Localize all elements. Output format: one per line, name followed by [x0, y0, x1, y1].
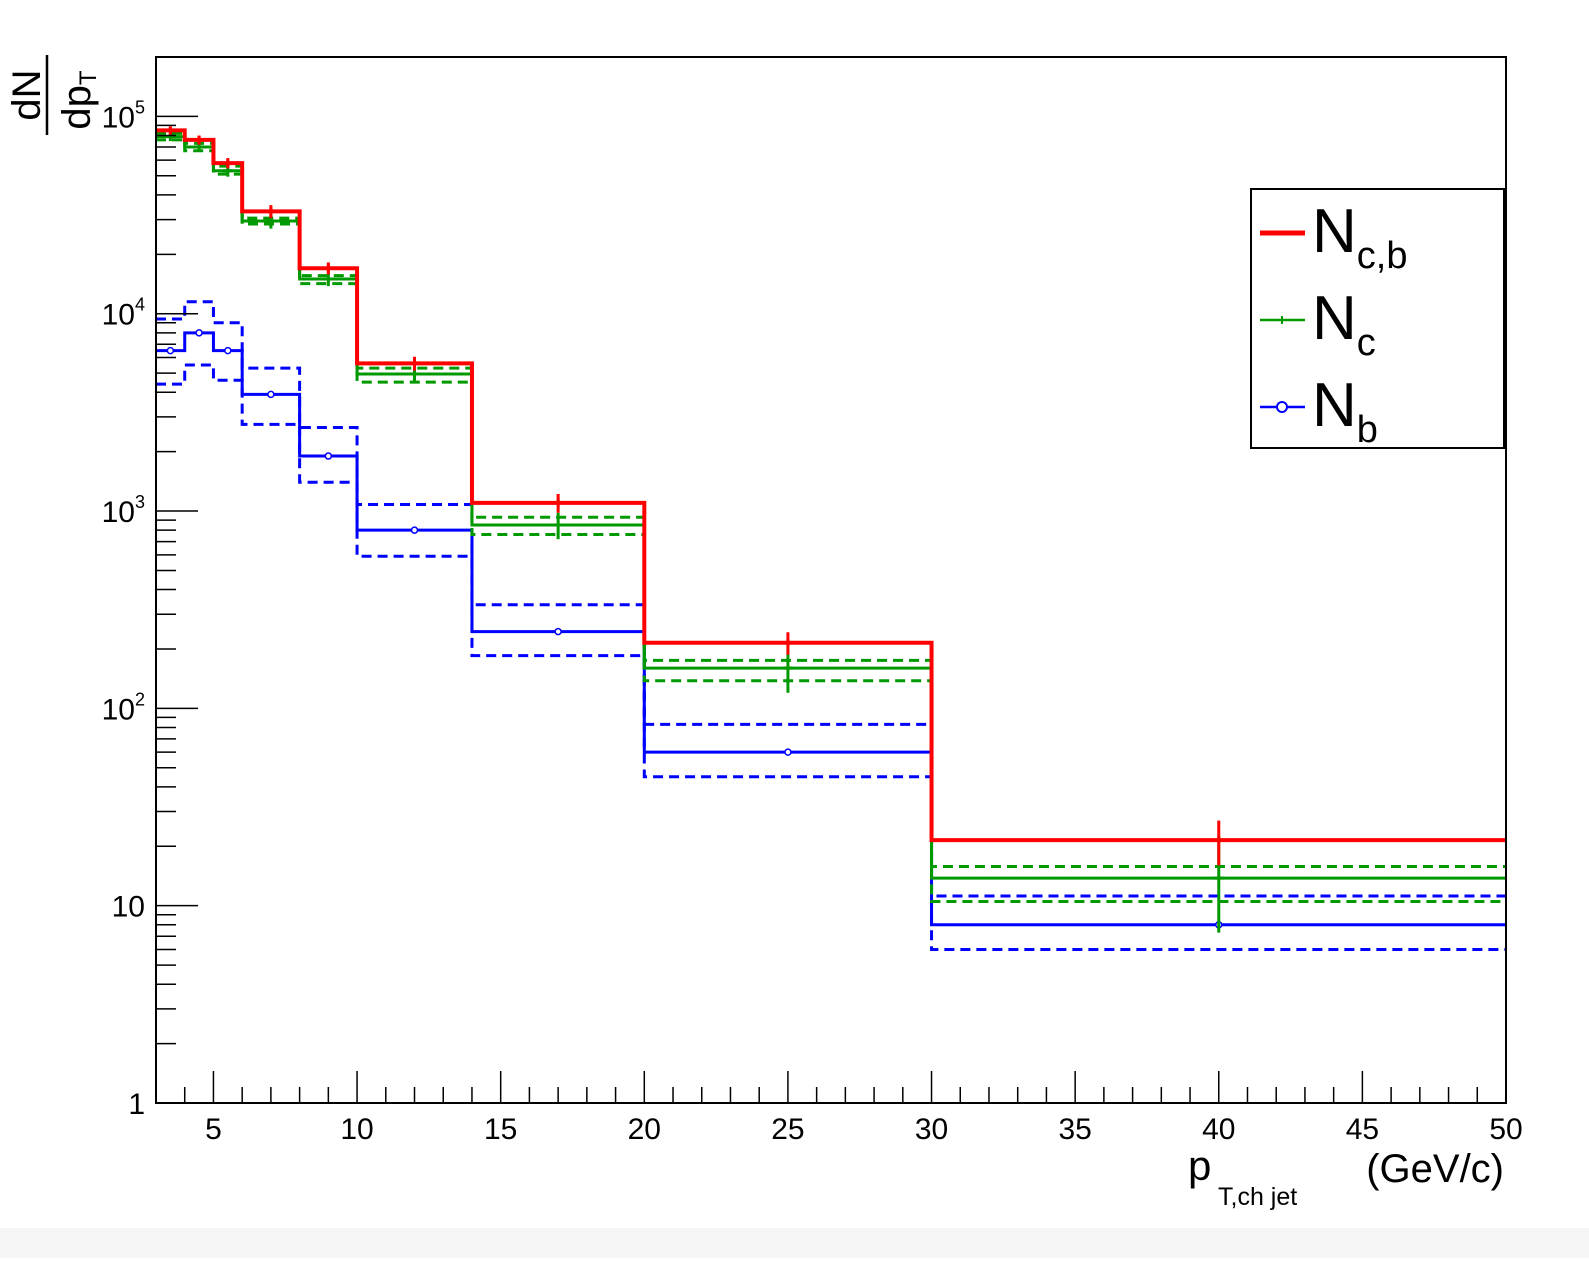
nc-syst-high — [156, 131, 1506, 868]
legend-label-nb: Nb — [1312, 371, 1378, 451]
x-label-sub: T,ch jet — [1218, 1183, 1297, 1211]
x-tick-label: 30 — [915, 1113, 948, 1146]
nb-point — [324, 452, 333, 460]
nb-point — [166, 346, 175, 355]
x-axis: 5 10 15 20 25 30 35 40 45 50 — [183, 1071, 1523, 1146]
y-tick-label: 10 — [112, 891, 145, 924]
y-tick-label: 104 — [102, 295, 145, 332]
x-tick-label: 25 — [771, 1113, 804, 1146]
nb-syst-high — [156, 300, 1506, 898]
x-tick-label: 50 — [1489, 1113, 1522, 1146]
x-tick-label: 35 — [1058, 1113, 1091, 1146]
x-tick-label: 15 — [484, 1113, 517, 1146]
nb-point — [410, 526, 419, 534]
x-tick-label: 10 — [340, 1113, 373, 1146]
nb-point — [267, 390, 275, 399]
y-label-denominator: dpT — [55, 70, 102, 130]
x-axis-label: p T,ch jet (GeV/c) — [1188, 1142, 1504, 1211]
y-tick-label: 102 — [102, 689, 145, 726]
legend: Nc,b Nc Nb — [1250, 188, 1505, 451]
legend-label-nc: Nc — [1312, 284, 1376, 364]
x-tick-label: 45 — [1346, 1113, 1379, 1146]
x-tick-label: 40 — [1202, 1113, 1235, 1146]
nb-point — [554, 627, 562, 636]
nb-point — [195, 329, 203, 337]
x-tick-label: 5 — [205, 1113, 222, 1146]
y-axis: 1 10 102 103 104 105 — [102, 56, 198, 1121]
nb-point — [784, 748, 792, 756]
nb-point — [224, 346, 232, 355]
x-label-unit: (GeV/c) — [1366, 1147, 1504, 1191]
y-label-numerator: dN — [5, 69, 49, 120]
series-nb — [156, 300, 1506, 951]
nc-syst-low — [156, 138, 1506, 903]
y-tick-label: 103 — [102, 492, 145, 529]
x-tick-label: 20 — [628, 1113, 661, 1146]
x-label-main: p — [1188, 1142, 1211, 1189]
legend-label-ncb: Nc,b — [1312, 197, 1407, 277]
y-tick-label: 1 — [128, 1088, 145, 1121]
y-tick-label: 105 — [102, 97, 145, 134]
window-bottom-strip — [0, 1228, 1589, 1258]
y-axis-label: dN dpT — [5, 55, 102, 135]
series-ncb — [156, 126, 1506, 866]
nb-syst-low — [156, 363, 1506, 951]
plot-frame — [155, 56, 1507, 1104]
series-layer — [156, 126, 1506, 951]
legend-marker-nb — [1276, 401, 1288, 413]
